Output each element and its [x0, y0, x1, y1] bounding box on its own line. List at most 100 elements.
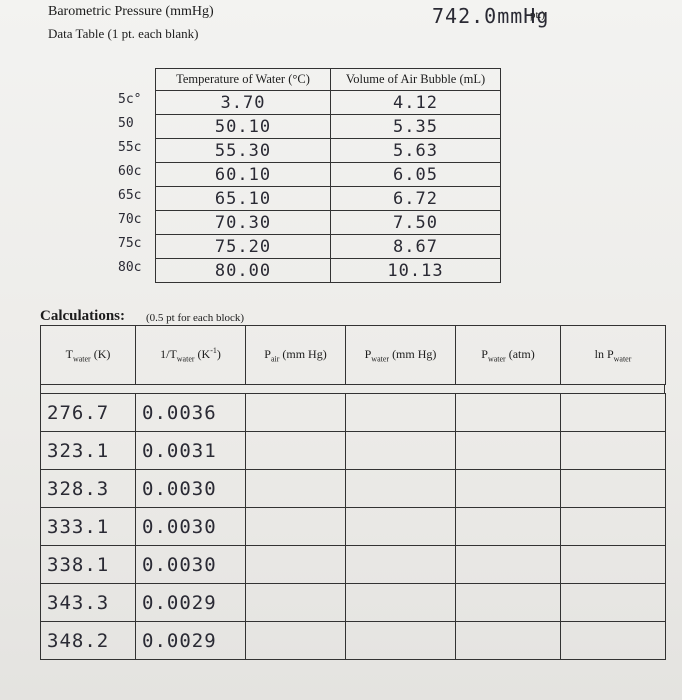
header-text: Pwater (mm Hg)	[365, 347, 437, 363]
table-cell: 4.12	[330, 90, 501, 115]
calc-cell	[345, 583, 456, 622]
calc-cell	[560, 507, 666, 546]
column-header: Temperature of Water (°C)	[155, 68, 331, 91]
header-part: P	[481, 346, 488, 361]
margin-note: 80c	[118, 260, 142, 275]
header-text: Pair (mm Hg)	[264, 347, 326, 363]
table-cell: 8.67	[330, 234, 501, 259]
table-cell: 3.70	[155, 90, 331, 115]
table-cell: 75.20	[155, 234, 331, 259]
header-text: ln Pwater	[595, 347, 632, 363]
calc-cell	[245, 545, 346, 584]
calc-cell: 338.1	[40, 545, 136, 584]
calc-cell: 0.0029	[135, 621, 246, 660]
header-text: 1/Twater (K-1)	[160, 346, 221, 363]
calc-cell: 0.0030	[135, 507, 246, 546]
table-cell: 55.30	[155, 138, 331, 163]
header-text: Pwater (atm)	[481, 347, 534, 363]
margin-note: 65c	[118, 188, 142, 203]
calc-cell	[560, 621, 666, 660]
margin-note: 5c°	[118, 92, 142, 107]
table-cell: 50.10	[155, 114, 331, 139]
calc-cell	[245, 583, 346, 622]
calc-cell	[455, 507, 561, 546]
data-table-title: Data Table (1 pt. each blank)	[48, 26, 199, 41]
calc-cell	[455, 621, 561, 660]
pressure-label: Barometric Pressure (mmHg)	[48, 4, 214, 19]
header-text: Twater (K)	[66, 347, 111, 363]
header-part: water	[72, 354, 91, 364]
header-part: (K)	[90, 346, 111, 361]
header-part: air	[270, 354, 280, 364]
calc-title: Calculations:	[40, 308, 126, 324]
column-header: ln Pwater	[560, 325, 666, 385]
table-cell: 6.05	[330, 162, 501, 187]
calc-note: (0.5 pt for each block)	[146, 312, 245, 324]
header-part: (K	[194, 347, 211, 362]
calc-cell	[245, 621, 346, 660]
header-part: )	[216, 347, 221, 362]
header-part: P	[364, 346, 372, 361]
calc-cell	[345, 469, 456, 508]
header-part: (atm)	[505, 346, 535, 361]
calc-cell: 328.3	[40, 469, 136, 508]
header-part: P	[264, 346, 271, 361]
table-cell: 5.35	[330, 114, 501, 139]
calc-cell	[245, 507, 346, 546]
header-part: (mm Hg)	[279, 346, 327, 361]
margin-note: 70c	[118, 212, 142, 227]
calc-cell: 333.1	[40, 507, 136, 546]
calc-cell: 0.0030	[135, 545, 246, 584]
calc-cell	[455, 393, 561, 432]
header-part: water	[371, 354, 390, 364]
header-part: T	[65, 346, 73, 361]
calc-cell: 0.0031	[135, 431, 246, 470]
margin-note: 55c	[118, 140, 142, 155]
table-cell: 70.30	[155, 210, 331, 235]
column-header: Pwater (mm Hg)	[345, 325, 456, 385]
calc-cell	[245, 393, 346, 432]
calc-cell	[455, 469, 561, 508]
gap-band	[40, 385, 665, 393]
calc-cell	[455, 583, 561, 622]
calc-cell: 0.0030	[135, 469, 246, 508]
table-cell: 5.63	[330, 138, 501, 163]
pressure-value: 742.0mmHg	[432, 4, 550, 28]
calc-cell: 0.0029	[135, 583, 246, 622]
calc-cell	[455, 545, 561, 584]
table-cell: 10.13	[330, 258, 501, 283]
table-cell: 80.00	[155, 258, 331, 283]
table-cell: 6.72	[330, 186, 501, 211]
header-part: -1	[210, 346, 217, 356]
calc-cell	[560, 469, 666, 508]
column-header: Volume of Air Bubble (mL)	[330, 68, 501, 91]
calc-cell	[245, 469, 346, 508]
calc-cell	[560, 393, 666, 432]
calc-cell	[560, 545, 666, 584]
margin-note: 50	[118, 116, 134, 131]
column-header: Pwater (atm)	[455, 325, 561, 385]
calc-cell: 343.3	[40, 583, 136, 622]
margin-note: 75c	[118, 236, 142, 251]
calc-cell	[345, 545, 456, 584]
header-part: water	[176, 354, 195, 364]
header-part: 1/T	[160, 347, 177, 362]
points-note: pt.)	[530, 9, 545, 21]
margin-note: 60c	[118, 164, 142, 179]
calc-cell: 323.1	[40, 431, 136, 470]
calc-cell	[455, 431, 561, 470]
calc-cell: 348.2	[40, 621, 136, 660]
column-header: Twater (K)	[40, 325, 136, 385]
calc-cell	[245, 431, 346, 470]
calc-cell	[345, 507, 456, 546]
calc-cell	[560, 431, 666, 470]
calc-cell	[345, 431, 456, 470]
header-part: (mm Hg)	[389, 346, 437, 361]
table-cell: 60.10	[155, 162, 331, 187]
header-part: water	[613, 354, 632, 364]
calc-cell: 276.7	[40, 393, 136, 432]
calc-cell: 0.0036	[135, 393, 246, 432]
table-cell: 65.10	[155, 186, 331, 211]
column-header: Pair (mm Hg)	[245, 325, 346, 385]
